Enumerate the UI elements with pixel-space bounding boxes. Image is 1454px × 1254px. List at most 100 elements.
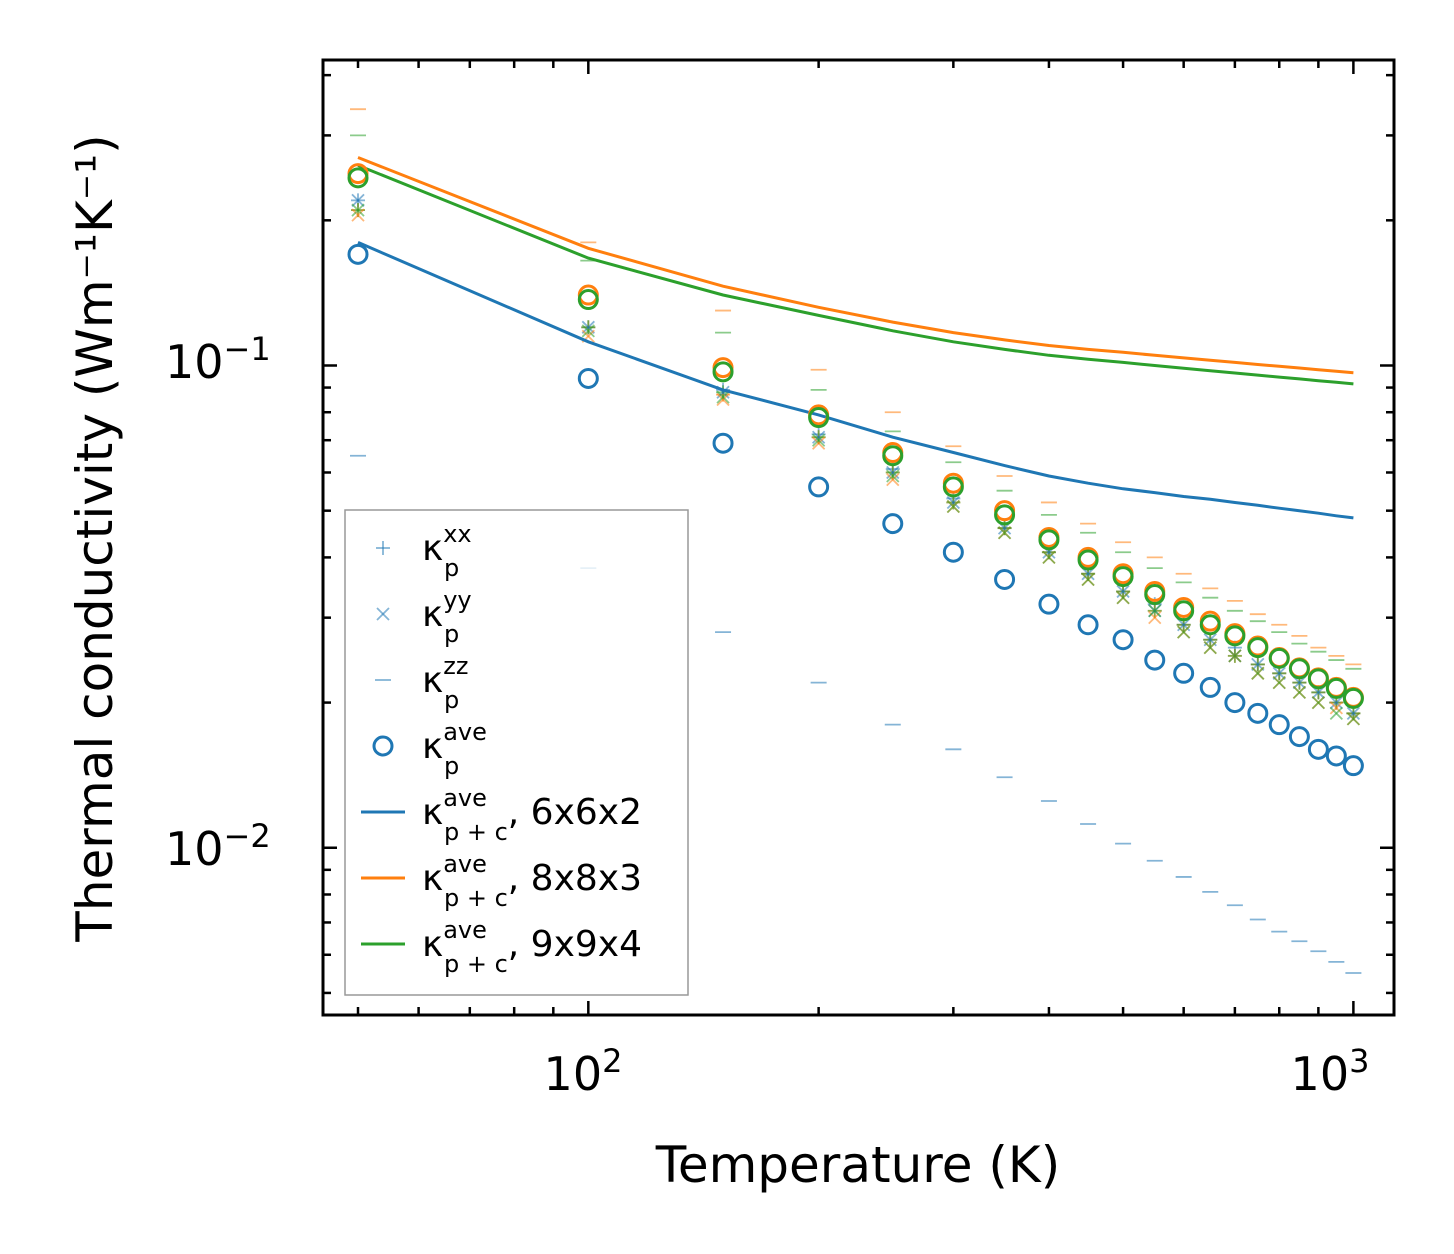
data-point-x: [1042, 550, 1056, 565]
legend-symbol: κ: [422, 726, 443, 767]
data-point-x: [811, 430, 826, 444]
data-point-x: [351, 193, 365, 207]
data-point-circle: [994, 568, 1016, 590]
data-point-circle: [1342, 755, 1364, 777]
data-point-circle: [1199, 614, 1221, 636]
legend-symbol: κ: [422, 528, 443, 569]
y-tick-label-0.1: 10−1: [165, 330, 271, 389]
data-point-x: [997, 526, 1012, 540]
plot-frame: [321, 58, 1396, 1017]
y-tick-label-0.1-base: 10: [165, 335, 224, 389]
series-12: [357, 241, 1354, 520]
legend-symbol: κ: [422, 858, 443, 899]
legend-sup: yy: [443, 586, 471, 614]
legend-label: κave p + c, 8x8x3: [422, 850, 642, 912]
data-point-circle: [1307, 668, 1329, 690]
data-point-x: [351, 203, 365, 217]
legend-symbol: κ: [422, 660, 443, 701]
y-axis-label: Thermal conductivity (Wm⁻¹K⁻¹): [66, 134, 124, 942]
legend-entry-5: κave p + c, 8x8x3: [361, 850, 642, 912]
data-point-circle: [1199, 676, 1221, 698]
x-tick-label-100-exp: 2: [602, 1042, 622, 1080]
data-point-x: [1148, 604, 1162, 618]
legend-sub: p: [444, 620, 459, 648]
y-tick-label-0.01: 10−2: [165, 817, 271, 876]
legend-sub: p: [444, 686, 459, 714]
data-point-circle: [1342, 687, 1364, 709]
legend-sup: ave: [443, 850, 487, 878]
y-tick-label-0.1-exp: −1: [224, 330, 271, 368]
data-point-circle: [1288, 726, 1310, 748]
data-point-circle: [1144, 584, 1166, 606]
data-point-x: [581, 324, 595, 338]
legend-sup: ave: [443, 916, 487, 944]
data-point-circle: [1173, 662, 1195, 684]
legend-frame: [344, 509, 689, 996]
data-point-x: [811, 433, 826, 447]
legend-entry-0: κxx p: [376, 520, 472, 582]
data-point-circle: [1144, 649, 1166, 671]
legend-marker-circle: [372, 735, 394, 757]
legend-suffix: , 9x9x4: [508, 924, 642, 965]
x-tick-label-1000: 103: [1291, 1042, 1370, 1101]
data-point-x: [1346, 706, 1361, 720]
legend-sub: p + c: [444, 818, 508, 846]
data-point-circle: [1268, 714, 1290, 736]
legend-sub: p: [444, 554, 459, 582]
data-point-x: [886, 472, 900, 487]
data-point-circle: [577, 289, 599, 311]
legend-sup: xx: [443, 520, 471, 548]
series-13: [357, 156, 1354, 375]
legend-entry-2: κzz p: [375, 652, 468, 714]
series-line: [357, 156, 1354, 375]
data-point-x: [946, 495, 960, 510]
y-tick-label-0.01-exp: −2: [224, 817, 271, 855]
data-point-x: [1272, 666, 1286, 680]
data-point-circle: [1224, 625, 1246, 647]
data-point-circle: [347, 167, 369, 189]
legend-entry-1: κyy p: [376, 586, 472, 648]
series-3: [347, 243, 1364, 777]
data-point-x: [1272, 675, 1286, 690]
data-point-circle: [942, 476, 964, 498]
legend-suffix: , 8x8x3: [508, 858, 642, 899]
data-point-circle: [1224, 692, 1246, 714]
data-point-circle: [1247, 637, 1269, 659]
data-point-circle: [808, 407, 830, 429]
data-point-x: [1329, 701, 1343, 715]
data-point-x: [1116, 584, 1130, 599]
series-11: [347, 167, 1364, 709]
data-point-x: [1203, 640, 1217, 655]
legend-sub: p + c: [444, 884, 508, 912]
data-point-circle: [1077, 614, 1099, 636]
series-9: [351, 203, 1361, 726]
data-point-circle: [994, 504, 1016, 526]
series-10: [350, 134, 1362, 670]
data-point-x: [1228, 649, 1242, 663]
legend-sup: ave: [443, 784, 487, 812]
svg-text:10−1: 10−1: [165, 330, 271, 389]
data-point-x: [1311, 695, 1326, 710]
legend-entry-6: κave p + c, 9x9x4: [361, 916, 642, 978]
data-point-x: [1081, 572, 1095, 587]
x-tick-label-1000-base: 10: [1291, 1047, 1350, 1101]
legend-entry-4: κave p + c, 6x6x2: [361, 784, 642, 846]
legend-label: κave p + c, 6x6x2: [422, 784, 642, 846]
legend-label: κave p: [422, 718, 487, 780]
data-point-x: [886, 469, 900, 483]
data-point-circle: [1288, 658, 1310, 680]
data-point-x: [351, 208, 365, 222]
data-point-circle: [808, 476, 830, 498]
data-point-x: [1292, 685, 1307, 700]
data-point-x: [946, 499, 960, 514]
data-point-x: [811, 436, 826, 450]
data-point-x: [1251, 666, 1265, 680]
legend-label: κyy p: [422, 586, 472, 648]
y-tick-label-0.01-base: 10: [165, 822, 224, 876]
x-tick-label-1000-exp: 3: [1349, 1042, 1369, 1080]
legend-label: κxx p: [422, 520, 472, 582]
data-point-x: [1292, 675, 1307, 690]
